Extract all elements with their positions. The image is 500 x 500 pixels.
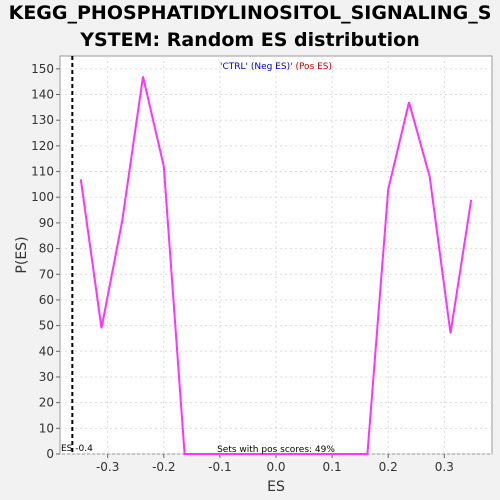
x-axis-title: ES [267,479,285,495]
chart-title: KEGG_PHOSPHATIDYLINOSITOL_SIGNALING_S YS… [0,0,500,54]
y-tick-label: 40 [39,344,54,358]
y-tick-label: 130 [31,113,54,127]
chart-title-line-2: YSTEM: Random ES distribution [80,29,420,51]
y-axis-ticks: 0 10 20 30 40 50 60 70 80 90 100 110 120 130 140 150 [31,62,60,461]
plot-area [59,55,493,455]
x-tick-label: -0.2 [152,460,175,474]
chart-title-line-1: KEGG_PHOSPHATIDYLINOSITOL_SIGNALING_S [8,2,492,24]
x-tick-label: 0.0 [266,460,285,474]
x-tick-label: 0.3 [435,460,454,474]
y-tick-label: 100 [31,190,54,204]
legend: 'CTRL' (Neg ES)' (Pos ES) [220,62,332,72]
legend-neg-label: 'CTRL' (Neg ES) [220,62,290,72]
pos-scores-annotation: Sets with pos scores: 49% [217,445,335,455]
y-tick-label: 120 [31,139,54,153]
y-tick-label: 0 [46,447,54,461]
legend-pos-label: (Pos ES) [293,62,332,72]
y-tick-label: 60 [39,293,54,307]
y-tick-label: 80 [39,242,54,256]
y-tick-label: 110 [31,165,54,179]
y-tick-label: 20 [39,396,54,410]
grid [60,56,492,455]
series-line [79,76,473,455]
x-tick-label: 0.1 [323,460,342,474]
y-axis-title: P(ES) [14,236,30,273]
x-axis-ticks: -0.3 -0.2 -0.1 0.0 0.1 0.2 0.3 [96,454,454,474]
x-tick-label: 0.2 [379,460,398,474]
y-tick-label: 150 [31,62,54,76]
es-marker-label: ES -0.4 [61,444,93,454]
x-tick-label: -0.1 [208,460,231,474]
y-tick-label: 30 [39,370,54,384]
y-tick-label: 10 [39,421,54,435]
legend-separator: ' [290,62,292,72]
y-tick-label: 50 [39,319,54,333]
y-tick-label: 140 [31,88,54,102]
y-tick-label: 90 [39,216,54,230]
series-layer [79,76,473,455]
x-tick-label: -0.3 [96,460,119,474]
y-tick-label: 70 [39,267,54,281]
